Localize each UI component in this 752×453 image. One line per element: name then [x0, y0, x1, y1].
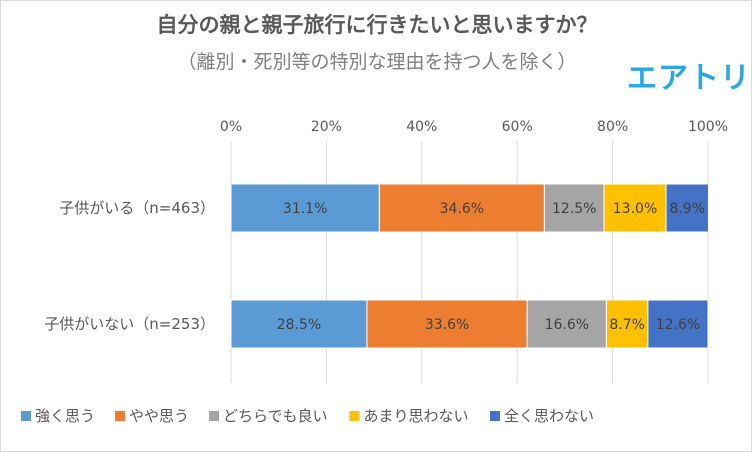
data-label: 34.6% — [440, 201, 484, 217]
category-label: 子供がいる（n=463） — [59, 199, 215, 217]
data-label: 31.1% — [283, 201, 327, 217]
legend-swatch — [490, 411, 500, 421]
legend-label: あまり思わない — [364, 407, 469, 425]
bar-segment — [366, 299, 528, 349]
category-label: 子供がいない（n=253） — [44, 315, 215, 333]
data-label: 8.7% — [609, 317, 645, 333]
bar-segment — [605, 299, 649, 349]
data-label: 12.5% — [552, 201, 596, 217]
data-label: 8.9% — [669, 201, 705, 217]
data-label: 33.6% — [425, 317, 469, 333]
legend-swatch — [209, 411, 219, 421]
brand-logo: エアトリ — [627, 61, 751, 96]
x-tick-label: 80% — [597, 119, 628, 135]
legend-swatch — [21, 411, 31, 421]
legend-swatch — [349, 411, 360, 421]
data-label: 13.0% — [613, 201, 657, 217]
data-label: 12.6% — [656, 317, 700, 333]
data-label: 16.6% — [545, 317, 589, 333]
legend-label: どちらでも良い — [223, 407, 328, 425]
bar-segment — [543, 183, 605, 233]
x-tick-label: 20% — [311, 119, 342, 135]
bar-segment — [230, 183, 380, 233]
bar-segment — [603, 183, 667, 233]
x-tick-label: 0% — [220, 119, 242, 135]
x-tick-label: 40% — [406, 119, 437, 135]
legend-label: 全く思わない — [504, 407, 594, 425]
bar-segment — [665, 183, 709, 233]
chart-title: 自分の親と親子旅行に行きたいと思いますか？ — [156, 13, 598, 37]
x-tick-label: 60% — [502, 119, 533, 135]
legend-label: 強く思う — [35, 407, 95, 425]
x-tick-label: 100% — [688, 119, 728, 135]
bar-segment — [647, 299, 709, 349]
legend-swatch — [115, 411, 125, 421]
chart-subtitle: （離別・死別等の特別な理由を持つ人を除く） — [177, 51, 577, 73]
data-label: 28.5% — [277, 317, 321, 333]
legend-label: やや思う — [129, 407, 189, 425]
bar-segment — [378, 183, 545, 233]
